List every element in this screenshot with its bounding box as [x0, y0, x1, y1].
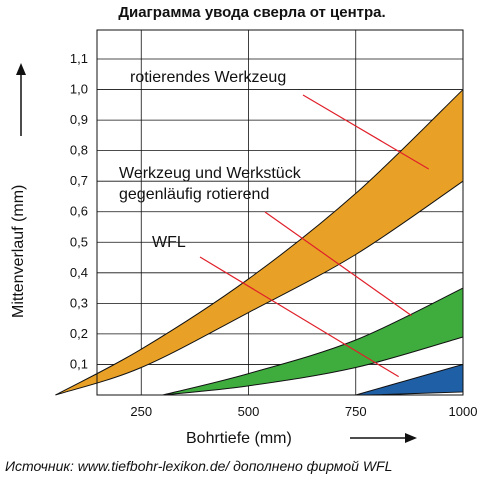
leader-rotierendes-werkzeug	[302, 94, 429, 170]
annotation-rotierendes-werkzeug: rotierendes Werkzeug	[130, 69, 286, 86]
x-tick-label: 500	[238, 404, 260, 419]
y-tick-label: 0,5	[70, 234, 88, 249]
y-tick-label: 0,1	[70, 356, 88, 371]
y-tick-label: 0,4	[70, 265, 88, 280]
source-caption: Источник: www.tiefbohr-lexikon.de/ допол…	[5, 458, 392, 474]
x-tick-label: 250	[130, 404, 152, 419]
y-tick-label: 0,8	[70, 143, 88, 158]
x-axis-arrow	[350, 433, 417, 443]
leader-wfl	[199, 256, 399, 378]
y-tick-label: 0,3	[70, 295, 88, 310]
chart-title: Диаграмма увода сверла от центра.	[118, 4, 385, 21]
annotation-wfl: WFL	[152, 234, 186, 251]
band-wfl	[355, 363, 464, 396]
x-tick-label: 1000	[449, 404, 478, 419]
y-tick-label: 1,0	[70, 82, 88, 97]
leader-lines	[199, 94, 429, 378]
y-tick-label: 0,9	[70, 112, 88, 127]
y-tick-labels: 0,1 0,2 0,3 0,4 0,5 0,6 0,7 0,8 0,9 1,0 1,1	[70, 51, 88, 371]
y-tick-label: 0,2	[70, 326, 88, 341]
x-axis-label: Bohrtiefe (mm)	[186, 430, 292, 447]
y-tick-label: 1,1	[70, 51, 88, 66]
y-axis-label-group: Mittenverlauf (mm)	[10, 185, 27, 318]
y-tick-label: 0,7	[70, 173, 88, 188]
y-axis-arrow	[16, 63, 26, 136]
plot-frame	[96, 29, 464, 396]
y-axis-label: Mittenverlauf (mm)	[10, 185, 27, 318]
x-tick-labels: 250 500 750 1000	[130, 404, 477, 419]
annotation-gegenlaeufig: gegenläufig rotierend	[119, 186, 269, 203]
x-tick-label: 750	[345, 404, 367, 419]
leader-gegenlaeufig-rotierend	[264, 211, 412, 317]
y-tick-label: 0,6	[70, 204, 88, 219]
annotation-werkzeug-werkstueck: Werkzeug und Werkstück	[119, 165, 302, 182]
